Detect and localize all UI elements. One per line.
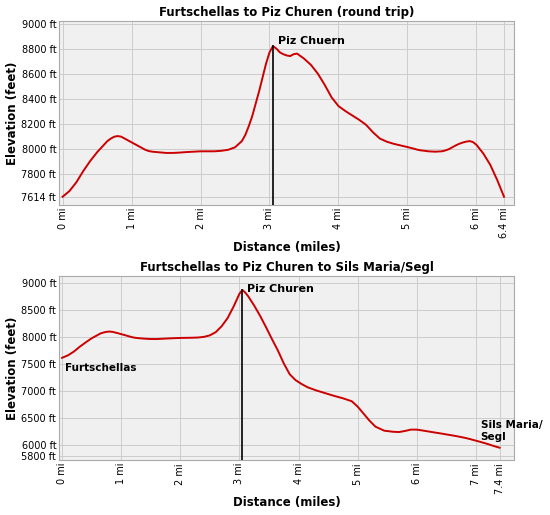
- X-axis label: Distance (miles): Distance (miles): [233, 496, 340, 509]
- Text: Piz Churen: Piz Churen: [246, 284, 314, 294]
- Text: Piz Chuern: Piz Chuern: [278, 36, 345, 46]
- Title: Furtschellas to Piz Churen to Sils Maria/Segl: Furtschellas to Piz Churen to Sils Maria…: [140, 261, 434, 274]
- X-axis label: Distance (miles): Distance (miles): [233, 241, 340, 254]
- Y-axis label: Elevation (feet): Elevation (feet): [6, 317, 19, 420]
- Text: Furtschellas: Furtschellas: [65, 363, 136, 373]
- Text: Sils Maria/
Segl: Sils Maria/ Segl: [481, 420, 542, 442]
- Title: Furtschellas to Piz Churen (round trip): Furtschellas to Piz Churen (round trip): [159, 6, 415, 19]
- Y-axis label: Elevation (feet): Elevation (feet): [6, 61, 19, 165]
